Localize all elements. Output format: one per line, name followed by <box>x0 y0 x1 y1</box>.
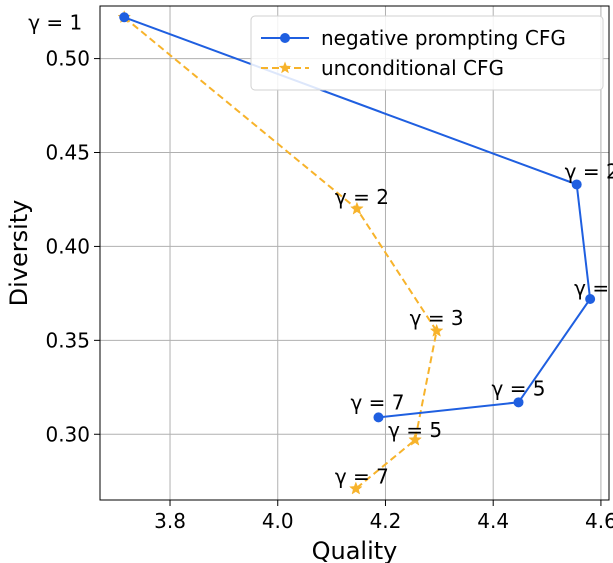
series-line-1 <box>123 16 438 490</box>
point-labels: γ = 1 γ = 2 γ = 3 γ = 5 γ = 7 γ = 2 γ = 3 γ = 5… <box>28 10 613 488</box>
y-axis-label: Diversity <box>5 200 33 307</box>
x-axis-label: Quality <box>312 537 398 563</box>
plot-frame <box>99 5 610 501</box>
gamma-label: γ = 7 <box>335 465 389 489</box>
legend-star-marker <box>278 61 292 74</box>
legend: negative prompting CFG unconditional CFG <box>250 15 604 91</box>
gamma-label: γ = 5 <box>492 376 546 400</box>
y-tick-label: 0.45 <box>45 141 90 165</box>
legend-label: negative prompting CFG <box>321 26 566 50</box>
y-ticks: 0.30 0.35 0.40 0.45 0.50 <box>45 47 100 446</box>
star-marker <box>350 201 364 215</box>
x-tick-label: 4.6 <box>585 509 613 533</box>
y-tick-label: 0.30 <box>45 422 90 446</box>
circle-marker <box>585 294 596 305</box>
star-marker <box>349 481 363 495</box>
gamma-label: γ = 2 <box>565 159 613 183</box>
legend-circle-marker <box>280 33 290 43</box>
gamma-label: γ = 1 <box>28 10 82 34</box>
series-layer <box>117 10 596 495</box>
legend-box <box>250 15 604 91</box>
star-marker <box>429 323 444 337</box>
gamma-label: γ = 5 <box>388 418 442 442</box>
circle-marker <box>373 412 384 423</box>
x-tick-label: 4.4 <box>477 509 509 533</box>
circle-marker <box>119 12 130 23</box>
circle-marker <box>571 179 582 190</box>
gamma-label: γ = 7 <box>350 390 404 414</box>
gamma-label: γ = 2 <box>335 185 389 209</box>
circle-marker <box>513 397 524 408</box>
star-marker <box>408 432 422 446</box>
x-tick-label: 4.0 <box>262 509 294 533</box>
gamma-label: γ = 3 <box>574 276 613 300</box>
gamma-label: γ = 3 <box>410 306 464 330</box>
y-tick-label: 0.35 <box>45 328 90 352</box>
y-tick-label: 0.40 <box>45 234 90 258</box>
x-ticks: 3.8 4.0 4.2 4.4 4.6 <box>154 500 613 533</box>
legend-label: unconditional CFG <box>321 56 504 80</box>
x-tick-label: 3.8 <box>154 509 186 533</box>
x-tick-label: 4.2 <box>370 509 402 533</box>
y-tick-label: 0.50 <box>45 47 90 71</box>
